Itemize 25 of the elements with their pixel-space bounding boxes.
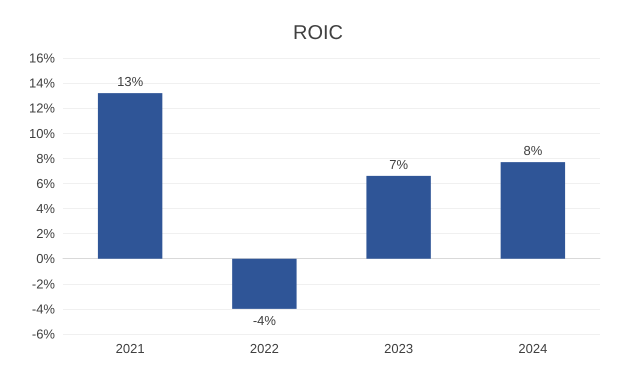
y-tick-label: -6% <box>32 326 56 342</box>
chart-title: ROIC <box>293 22 343 44</box>
x-tick-label: 2024 <box>518 341 548 356</box>
bar <box>366 176 431 259</box>
y-tick-label: -4% <box>32 301 56 316</box>
y-tick-label: 10% <box>28 126 56 141</box>
x-tick-label: 2022 <box>250 341 279 356</box>
y-tick-label: 6% <box>36 176 56 191</box>
y-tick-label: 0% <box>36 251 56 266</box>
y-tick-label: -2% <box>32 276 56 292</box>
x-tick-label: 2023 <box>384 341 414 356</box>
data-label: -4% <box>252 312 276 328</box>
bar <box>500 162 566 259</box>
y-tick-label: 16% <box>28 50 56 66</box>
x-tick-label: 2021 <box>116 341 145 356</box>
data-label: 7% <box>389 156 408 172</box>
y-tick-label: 14% <box>28 76 56 91</box>
bar <box>98 93 162 259</box>
y-tick-label: 2% <box>36 226 56 242</box>
data-label: 13% <box>117 74 144 90</box>
y-tick-label: 8% <box>36 150 56 166</box>
y-tick-label: 4% <box>36 201 56 216</box>
bar <box>232 258 297 309</box>
data-label: 8% <box>523 143 543 158</box>
y-tick-label: 12% <box>28 100 56 116</box>
